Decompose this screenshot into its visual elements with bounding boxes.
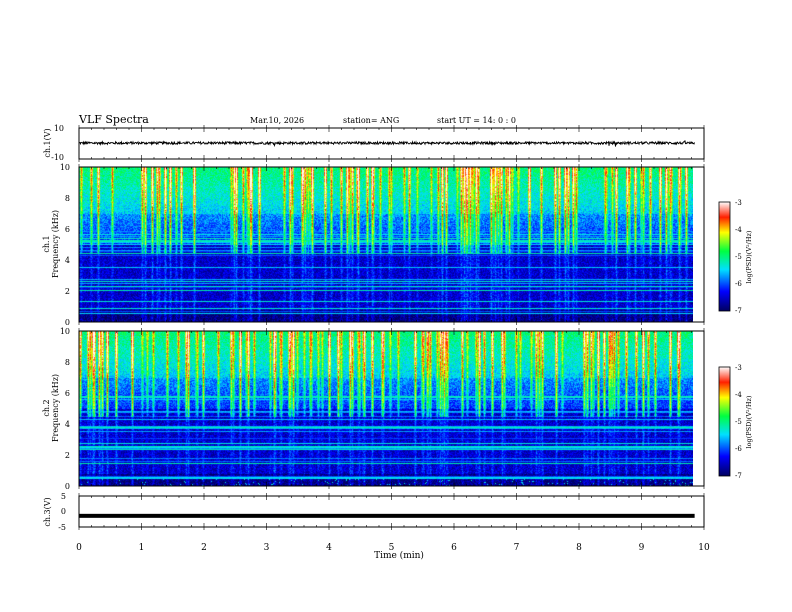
cb1-tick-m6: -6 (735, 280, 742, 288)
spec1-ylabel-channel: ch.1 (42, 235, 51, 252)
ch1-ytick-bottom: -10 (51, 153, 64, 162)
x-axis-label: Time (min) (374, 550, 424, 561)
cb2-tick-m6: -6 (735, 445, 742, 453)
ch1-ytick-top: 10 (54, 124, 64, 133)
spec1-ytick-0: 0 (65, 318, 70, 327)
waveform-ch1-ticks (78, 125, 705, 162)
waveform-ch1-panel: 10 -10 ch.1(V) (43, 124, 705, 162)
spec2-ytick-8: 8 (65, 358, 70, 367)
cb1-tick-m7: -7 (735, 307, 742, 315)
spec2-ytick-6: 6 (65, 389, 70, 398)
colorbar-ch2-scale (719, 367, 730, 476)
spec1-ytick-4: 4 (65, 256, 70, 265)
ch3-waveform-ylabel: ch.3(V) (43, 497, 52, 526)
ch1-waveform-ylabel: ch.1(V) (43, 128, 52, 157)
xtick-0: 0 (76, 543, 82, 553)
colorbar-ch1: -3 -4 -5 -6 -7 log(PSD)(V²/Hz) (718, 199, 753, 315)
cb1-tick-m3: -3 (735, 199, 742, 207)
ch3-ytick-bottom: -5 (58, 523, 66, 532)
spec2-ytick-2: 2 (65, 451, 70, 460)
spec1-ytick-2: 2 (65, 287, 70, 296)
spec1-ylabel-frequency: Frequency (kHz) (51, 210, 60, 278)
waveform-ch3-panel: 5 0 -5 ch.3(V) 0 1 2 3 4 5 6 7 8 9 10 Ti… (43, 492, 710, 561)
spec1-ytick-8: 8 (65, 194, 70, 203)
spec2-ytick-10: 10 (60, 327, 70, 336)
xtick-1: 1 (139, 543, 145, 553)
ch3-ytick-top: 5 (61, 492, 66, 501)
waveform-ch3-frame (78, 495, 705, 528)
ch3-ytick-middle: 0 (61, 507, 66, 516)
figure-title: VLF Spectra (78, 113, 149, 126)
cb2-tick-m4: -4 (735, 391, 742, 399)
xtick-4: 4 (326, 543, 332, 553)
spec1-ytick-6: 6 (65, 225, 70, 234)
xtick-6: 6 (451, 543, 457, 553)
xtick-2: 2 (201, 543, 207, 553)
waveform-ch3-line (79, 513, 695, 518)
colorbar-ch1-scale (719, 202, 730, 311)
colorbar-ch2: -3 -4 -5 -6 -7 log(PSD)(V²/Hz) (718, 364, 753, 480)
spectrogram-ch1-ticks (78, 164, 705, 325)
spectrogram-ch1-image (79, 167, 693, 322)
spec2-ytick-4: 4 (65, 420, 70, 429)
xtick-5: 5 (389, 543, 395, 553)
xtick-9: 9 (639, 543, 645, 553)
cb2-label: log(PSD)(V²/Hz) (745, 395, 753, 448)
start-time-label: start UT = 14: 0 : 0 (437, 116, 516, 125)
cb2-tick-m3: -3 (735, 364, 742, 372)
spectrogram-ch2-ticks (78, 328, 705, 489)
xtick-8: 8 (576, 543, 582, 553)
station-label: station= ANG (343, 116, 399, 125)
cb1-label: log(PSD)(V²/Hz) (745, 230, 753, 283)
spectrogram-ch1-panel: 10 8 6 4 2 0 ch.1 Frequency (kHz) (42, 163, 705, 327)
cb1-tick-m5: -5 (735, 253, 742, 261)
waveform-ch1-line (78, 140, 695, 148)
xtick-3: 3 (264, 543, 270, 553)
colorbar-ch1-frame (718, 201, 731, 312)
spec1-ytick-10: 10 (60, 163, 70, 172)
colorbar-ch2-frame (718, 366, 731, 477)
spec2-ylabel-frequency: Frequency (kHz) (51, 374, 60, 442)
xtick-10: 10 (698, 543, 710, 553)
cb2-tick-m7: -7 (735, 472, 742, 480)
cb1-tick-m4: -4 (735, 226, 742, 234)
cb2-tick-m5: -5 (735, 418, 742, 426)
spectrogram-ch2-image (79, 331, 693, 486)
spectrogram-ch2-panel: 10 8 6 4 2 0 ch.2 Frequency (kHz) (42, 327, 705, 491)
spec2-ytick-0: 0 (65, 482, 70, 491)
xtick-7: 7 (514, 543, 520, 553)
date-label: Mar.10, 2026 (250, 116, 304, 125)
waveform-ch3-ticks (78, 493, 705, 530)
spec2-ylabel-channel: ch.2 (42, 399, 51, 416)
